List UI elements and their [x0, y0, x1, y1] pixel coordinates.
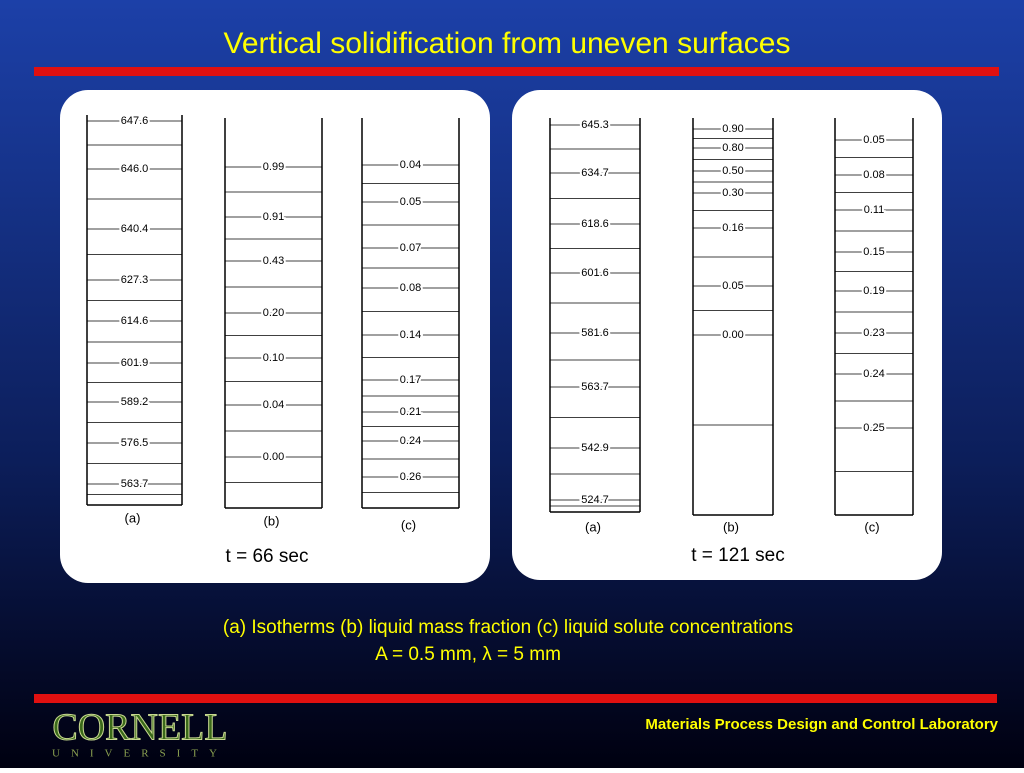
columns: 647.6 646.0 640.4 627.3 614.6 601.9 589.2 576.5…	[86, 113, 914, 534]
panel	[60, 90, 490, 583]
contour-label: 0.14	[400, 329, 421, 341]
contour-label: 0.25	[863, 422, 884, 434]
column-label: (a)	[585, 519, 601, 534]
caption: (a) Isotherms (b) liquid mass fraction (…	[223, 617, 793, 638]
contour-label: 0.30	[722, 187, 743, 199]
contour-label: 614.6	[121, 315, 149, 327]
contour-label: 640.4	[121, 223, 149, 235]
contour-label: 0.20	[263, 307, 284, 319]
contour-label: 618.6	[581, 218, 609, 230]
contour-label: 0.00	[263, 451, 284, 463]
contour-label: 601.9	[121, 357, 149, 369]
contour-label: 0.21	[400, 406, 421, 418]
column-label: (b)	[723, 519, 739, 534]
contour-label: 576.5	[121, 437, 149, 449]
contour-label: 0.07	[400, 242, 421, 254]
contour-label: 0.08	[863, 169, 884, 181]
contour-label: 0.43	[263, 255, 284, 267]
contour-label: 0.05	[722, 280, 743, 292]
contour-label: 0.24	[400, 435, 421, 447]
contour-label: 634.7	[581, 167, 609, 179]
contour-label: 0.80	[722, 142, 743, 154]
contour-label: 0.00	[722, 329, 743, 341]
contour-label: 0.26	[400, 471, 421, 483]
contour-label: 645.3	[581, 119, 609, 131]
contour-label: 0.90	[722, 123, 743, 135]
logo-sub: UNIVERSITY	[52, 748, 228, 760]
top-bar	[34, 67, 999, 76]
contour-label: 0.17	[400, 374, 421, 386]
title: Vertical solidification from uneven surf…	[224, 27, 791, 60]
contour-label: 0.50	[722, 165, 743, 177]
contour-label: 524.7	[581, 494, 609, 506]
column-label: (c)	[401, 517, 416, 532]
contour-label: 0.04	[400, 159, 421, 171]
caption: A = 0.5 mm, λ = 5 mm	[375, 644, 561, 665]
contour-label: 0.05	[863, 134, 884, 146]
contour-label: 0.23	[863, 327, 884, 339]
contour-label: 0.99	[263, 161, 284, 173]
contour-label: 0.15	[863, 246, 884, 258]
column-label: (c)	[864, 519, 879, 534]
contour-label: 647.6	[121, 115, 149, 127]
contour-label: 0.16	[722, 222, 743, 234]
column-label: (b)	[264, 513, 280, 528]
contour-label: 0.05	[400, 196, 421, 208]
contour-label: 563.7	[581, 381, 609, 393]
contour-label: 0.08	[400, 282, 421, 294]
contour-label: 0.04	[263, 399, 284, 411]
contour-label: 0.24	[863, 368, 884, 380]
contour-label: 0.91	[263, 211, 284, 223]
contour-label: 581.6	[581, 327, 609, 339]
contour-label: 627.3	[121, 274, 149, 286]
contour-label: 0.11	[864, 204, 885, 216]
time-label: t = 66 sec	[226, 546, 309, 567]
contour-label: 601.6	[581, 267, 609, 279]
contour-label: 542.9	[581, 442, 609, 454]
contour-label: 0.19	[863, 285, 884, 297]
contour-label: 563.7	[121, 478, 149, 490]
contour-label: 589.2	[121, 396, 149, 408]
time-label: t = 121 sec	[691, 545, 784, 566]
contour-label: 0.10	[263, 352, 284, 364]
column-label: (a)	[125, 510, 141, 525]
logo: CORNELL	[52, 707, 227, 749]
lab-name: Materials Process Design and Control Lab…	[645, 716, 998, 733]
bottom-bar	[34, 694, 997, 703]
contour-label: 646.0	[121, 163, 149, 175]
